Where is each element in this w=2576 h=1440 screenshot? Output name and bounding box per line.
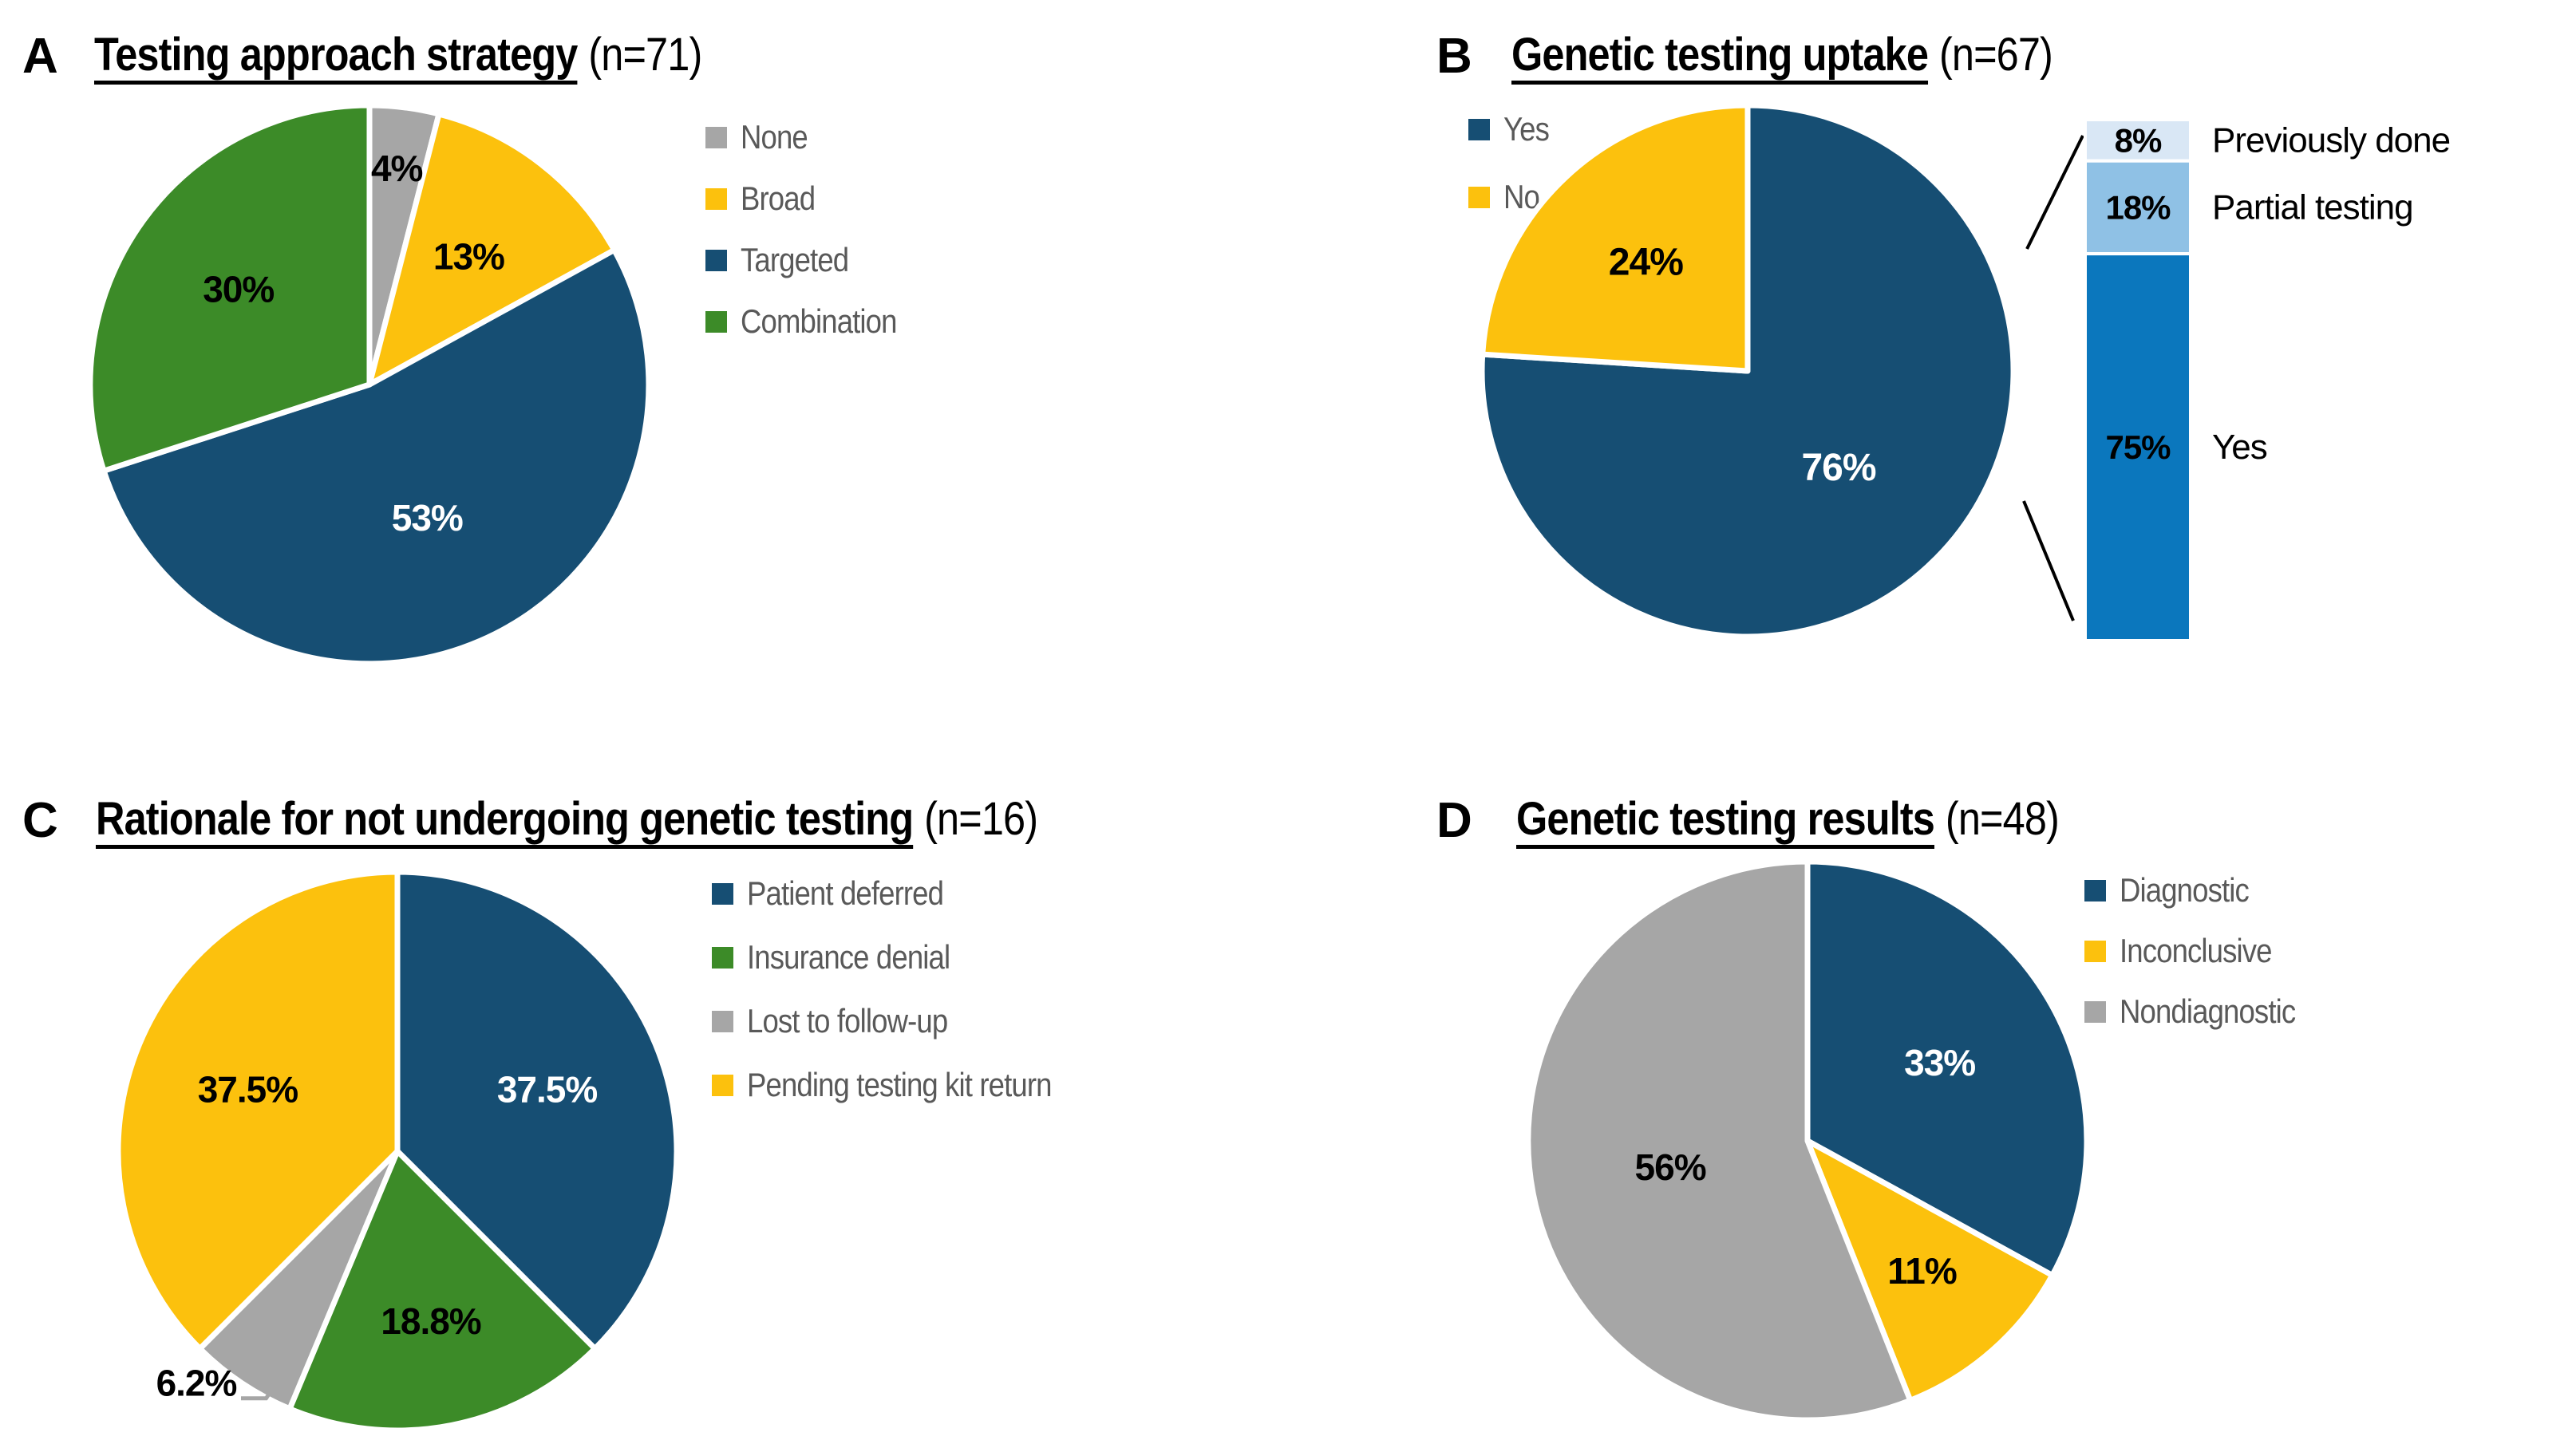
pie-slice-nondiagnostic xyxy=(1525,858,1914,1423)
legend-panel-b: Yes No xyxy=(1468,110,1556,216)
slice-label-pending-testing-kit-return: 37.5% xyxy=(198,1068,298,1110)
inconclusive-swatch-icon xyxy=(2084,940,2106,962)
panel-c-title: Rationale for not undergoing genetic tes… xyxy=(96,796,1179,842)
panel-d-letter: D xyxy=(1436,793,1472,848)
bar-segment-value-previously-done: 8% xyxy=(2115,121,2162,159)
legend-label-yes: Yes xyxy=(1503,110,1550,148)
pie-results: 33% 11% 56% xyxy=(1525,858,2090,1423)
bar-segment-label-partial-testing: Partial testing xyxy=(2212,187,2413,227)
none-swatch-icon xyxy=(705,126,727,148)
legend-label-patient-deferred: Patient deferred xyxy=(747,874,944,912)
outside-label-leader-line xyxy=(241,1367,288,1401)
legend-label-lost-to-follow-up: Lost to follow-up xyxy=(747,1002,948,1040)
insurance-denial-swatch-icon xyxy=(712,946,733,969)
legend-item-combination: Combination xyxy=(705,302,920,341)
uptake-stacked-bar: 8% Previously done 18% Partial testing 75% Ye… xyxy=(2084,118,2451,642)
legend-label-combination: Combination xyxy=(741,302,897,340)
pie-slice-broad xyxy=(366,111,618,388)
legend-label-pending-kit-return: Pending testing kit return xyxy=(747,1066,1052,1103)
uptake-leader-line-top xyxy=(2025,135,2084,250)
patient-deferred-swatch-icon xyxy=(712,882,733,905)
pie-slice-targeted xyxy=(101,247,652,667)
pie-testing-approach: 4% 13% 53% 30% xyxy=(87,102,652,667)
legend-item-pending-kit-return: Pending testing kit return xyxy=(712,1066,1097,1104)
legend-item-diagnostic: Diagnostic xyxy=(2084,871,2321,909)
panel-a-title: Testing approach strategy (n=71) xyxy=(94,32,792,78)
panel-b-n-label: (n=67) xyxy=(1938,29,2053,81)
slice-label-no: 24% xyxy=(1609,242,1683,284)
slice-label-combination: 30% xyxy=(203,269,274,310)
panel-c-title-text: Rationale for not undergoing genetic tes… xyxy=(96,793,914,845)
legend-label-insurance-denial: Insurance denial xyxy=(747,938,950,976)
panel-a-title-text: Testing approach strategy xyxy=(94,29,578,81)
targeted-swatch-icon xyxy=(705,249,727,271)
outside-slice-label-lost-to-follow-up: 6.2% xyxy=(156,1363,237,1404)
panel-a-n-label: (n=71) xyxy=(588,29,702,81)
slice-label-yes: 76% xyxy=(1801,447,1875,489)
legend-item-insurance-denial: Insurance denial xyxy=(712,938,1097,976)
legend-item-inconclusive: Inconclusive xyxy=(2084,932,2321,970)
slice-label-nondiagnostic: 56% xyxy=(1635,1146,1706,1188)
nondiagnostic-swatch-icon xyxy=(2084,1000,2106,1023)
panel-b-title-text: Genetic testing uptake xyxy=(1511,29,1929,81)
broad-swatch-icon xyxy=(705,187,727,210)
legend-label-nondiagnostic: Nondiagnostic xyxy=(2120,992,2296,1030)
legend-label-none: None xyxy=(741,118,808,156)
legend-item-targeted: Targeted xyxy=(705,241,920,279)
legend-label-inconclusive: Inconclusive xyxy=(2120,932,2273,969)
panel-b-title: Genetic testing uptake (n=67) xyxy=(1511,32,2133,78)
panel-b-letter: B xyxy=(1436,29,1472,84)
bar-segment-partial-testing xyxy=(2084,159,2192,256)
bar-segment-value-yes: 75% xyxy=(2105,428,2171,466)
slice-label-inconclusive: 11% xyxy=(1887,1250,1957,1292)
panel-c-letter: C xyxy=(22,793,58,848)
bar-segment-label-previously-done: Previously done xyxy=(2212,120,2450,160)
legend-label-broad: Broad xyxy=(741,180,816,217)
uptake-leader-line-bottom xyxy=(2022,500,2075,621)
slice-label-diagnostic: 33% xyxy=(1904,1042,1975,1083)
slice-label-patient-deferred: 37.5% xyxy=(497,1068,598,1110)
slice-label-broad: 13% xyxy=(433,236,504,278)
pie-slice-pending-testing-kit-return xyxy=(115,869,401,1351)
legend-panel-d: Diagnostic Inconclusive Nondiagnostic xyxy=(2084,871,2321,1031)
legend-item-broad: Broad xyxy=(705,180,920,218)
pie-slice-combination xyxy=(87,102,373,474)
bar-segment-yes xyxy=(2084,252,2192,642)
lost-to-follow-up-swatch-icon xyxy=(712,1010,733,1032)
panel-d-n-label: (n=48) xyxy=(1945,793,2060,845)
pie-uptake: 76% 24% xyxy=(1479,102,2017,640)
slice-label-none: 4% xyxy=(371,148,423,189)
legend-label-diagnostic: Diagnostic xyxy=(2120,871,2250,909)
diagnostic-swatch-icon xyxy=(2084,879,2106,901)
legend-panel-c: Patient deferred Insurance denial Lost t… xyxy=(712,874,1097,1104)
legend-label-targeted: Targeted xyxy=(741,241,849,278)
legend-item-none: None xyxy=(705,118,920,156)
pending-kit-return-swatch-icon xyxy=(712,1074,733,1096)
pie-slice-diagnostic xyxy=(1804,858,2090,1279)
combination-swatch-icon xyxy=(705,310,727,333)
legend-item-lost-to-follow-up: Lost to follow-up xyxy=(712,1002,1097,1040)
slice-label-insurance-denial: 18.8% xyxy=(381,1300,481,1342)
pie-slice-patient-deferred xyxy=(394,869,680,1351)
panel-d-title-text: Genetic testing results xyxy=(1516,793,1935,845)
legend-item-nondiagnostic: Nondiagnostic xyxy=(2084,992,2321,1031)
pie-slice-no xyxy=(1480,102,1751,374)
legend-panel-a: None Broad Targeted Combination xyxy=(705,118,920,341)
pie-slice-insurance-denial xyxy=(286,1148,598,1434)
legend-item-patient-deferred: Patient deferred xyxy=(712,874,1097,913)
pie-rationale: 37.5% 18.8% 6.2% 37.5% xyxy=(115,869,680,1434)
bar-segment-label-yes: Yes xyxy=(2212,428,2267,467)
no-swatch-icon xyxy=(1468,186,1490,208)
panel-a-letter: A xyxy=(22,29,58,84)
legend-item-yes: Yes xyxy=(1468,110,1556,148)
panel-c-n-label: (n=16) xyxy=(924,793,1038,845)
panel-d-title: Genetic testing results (n=48) xyxy=(1516,796,2140,842)
pie-slice-inconclusive xyxy=(1804,1138,2056,1403)
bar-segment-value-partial-testing: 18% xyxy=(2105,188,2171,226)
bar-segment-previously-done xyxy=(2084,118,2192,163)
slice-label-targeted: 53% xyxy=(392,497,463,539)
yes-swatch-icon xyxy=(1468,118,1490,140)
